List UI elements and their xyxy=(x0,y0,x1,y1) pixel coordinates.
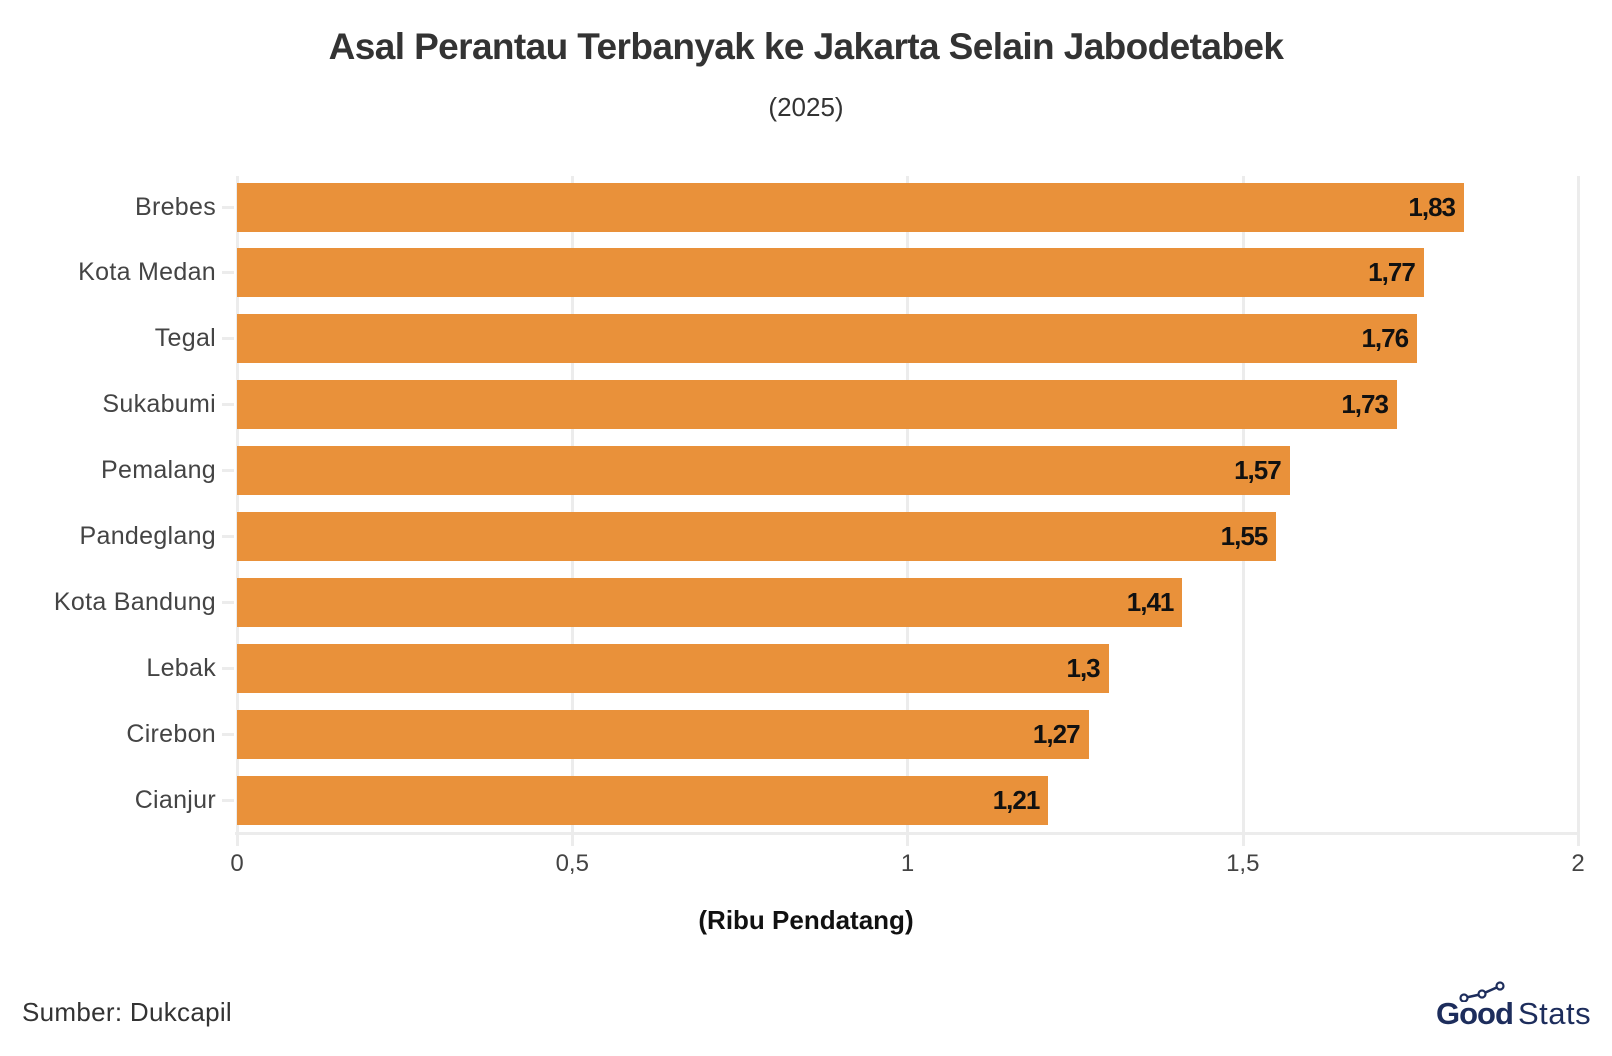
category-label: Brebes xyxy=(134,192,216,221)
y-tick-mark xyxy=(222,271,234,275)
gridline-1.5 xyxy=(1242,176,1245,846)
bar-value-label: 1,3 xyxy=(1066,652,1100,683)
bar: 1,3 xyxy=(237,643,1109,693)
y-tick-mark xyxy=(222,337,234,341)
gridline-0 xyxy=(236,176,239,846)
x-tick-label: 2 xyxy=(1571,850,1585,877)
category-label: Kota Medan xyxy=(78,258,216,287)
category-label: Pemalang xyxy=(101,456,216,485)
x-axis-line xyxy=(235,832,1580,835)
x-tick-label: 0 xyxy=(230,850,244,877)
y-tick-mark xyxy=(222,666,234,670)
y-tick-mark xyxy=(222,205,234,209)
bar-value-label: 1,83 xyxy=(1408,191,1456,222)
bar: 1,57 xyxy=(237,446,1290,496)
bar-value-label: 1,41 xyxy=(1126,586,1175,617)
bar-value-label: 1,21 xyxy=(992,784,1041,815)
gridline-2 xyxy=(1577,176,1580,846)
bar-value-label: 1,76 xyxy=(1361,323,1409,354)
category-label: Lebak xyxy=(146,653,216,682)
y-tick-mark xyxy=(222,535,234,538)
y-tick-mark xyxy=(222,798,234,802)
bar: 1,21 xyxy=(237,775,1049,825)
source-note: Sumber: Dukcapil xyxy=(22,997,232,1027)
bar-value-label: 1,57 xyxy=(1234,455,1282,486)
bar: 1,83 xyxy=(237,182,1464,232)
chart-title: Asal Perantau Terbanyak ke Jakarta Selai… xyxy=(328,26,1284,67)
logo-text-good: Good xyxy=(1436,996,1514,1031)
x-axis-title: (Ribu Pendatang) xyxy=(698,905,914,935)
bar-value-label: 1,27 xyxy=(1032,718,1081,749)
category-label: Cianjur xyxy=(134,785,216,814)
logo-text-stats: Stats xyxy=(1518,996,1592,1031)
y-tick-mark xyxy=(222,403,234,407)
gridline-0.5 xyxy=(571,176,574,846)
x-tick-label: 1 xyxy=(900,850,915,877)
bar-value-label: 1,73 xyxy=(1341,389,1389,420)
gridline-1 xyxy=(906,176,909,846)
category-label: Pandeglang xyxy=(79,522,216,550)
goodstats-logo: Good Stats xyxy=(1436,980,1601,1032)
bar-value-label: 1,55 xyxy=(1220,521,1269,551)
category-label: Tegal xyxy=(154,324,216,353)
bar-value-label: 1,77 xyxy=(1368,257,1416,288)
x-tick-label: 0,5 xyxy=(555,850,589,877)
bar: 1,73 xyxy=(237,380,1397,430)
bar: 1,77 xyxy=(237,248,1424,298)
bar: 1,27 xyxy=(237,709,1089,759)
x-tick-label: 1,5 xyxy=(1226,850,1260,877)
plot-area: 1,83 1,77 1,76 1,73 1,57 1,55 1,41 1,3 1,27 1,21 xyxy=(235,176,1580,846)
trend-line-icon xyxy=(1459,981,1505,1002)
y-tick-mark xyxy=(222,469,234,473)
bar: 1,41 xyxy=(237,577,1183,627)
bar: 1,76 xyxy=(237,314,1418,364)
bar: 1,55 xyxy=(237,512,1277,561)
category-label: Cirebon xyxy=(126,719,216,748)
category-label: Kota Bandung xyxy=(53,587,216,616)
category-label: Sukabumi xyxy=(102,390,216,419)
y-tick-mark xyxy=(222,600,234,604)
y-tick-mark xyxy=(222,732,234,736)
chart-subtitle: (2025) xyxy=(768,92,844,122)
